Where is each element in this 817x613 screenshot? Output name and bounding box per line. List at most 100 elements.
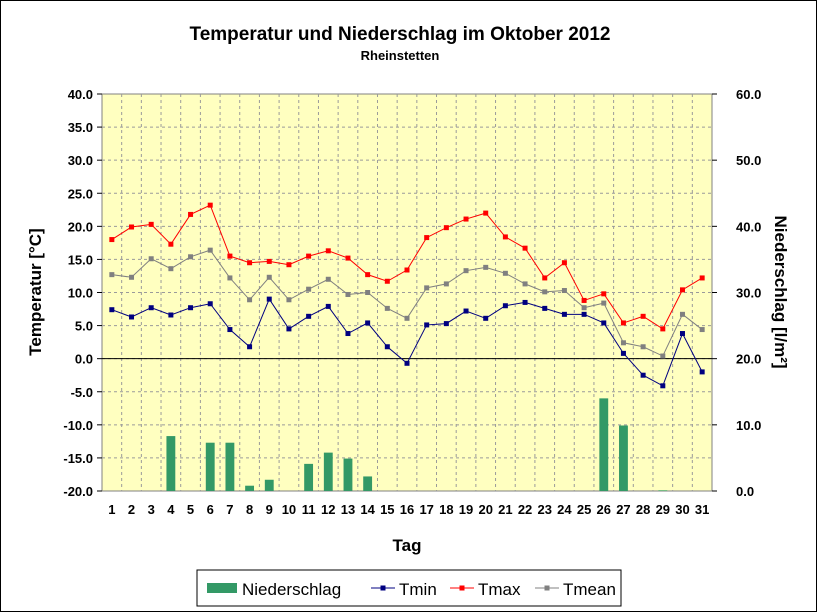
x-tick-label: 8 (246, 502, 253, 517)
tmin-point (247, 344, 253, 350)
tmin-point (168, 312, 174, 318)
x-tick-label: 2 (128, 502, 135, 517)
tmin-point (561, 311, 567, 317)
tmean-point (404, 315, 410, 321)
x-tick-label: 20 (478, 502, 492, 517)
x-tick-label: 23 (538, 502, 552, 517)
tmean-point (561, 288, 567, 294)
tmin-point (620, 350, 626, 356)
tmax-point (384, 278, 390, 284)
tmean-point (620, 340, 626, 346)
tmin-point (306, 313, 312, 319)
left-axis-ticks: 40.0 35.0 30.0 25.0 20.0 15.0 10.0 5.0 0.0 -5.0 -1… (63, 87, 102, 499)
y-left-tick-label: 0.0 (75, 352, 93, 367)
x-tick-label: 1 (108, 502, 115, 517)
tmax-point (109, 237, 115, 243)
y-axis-left-title: Temperatur [°C] (26, 228, 45, 355)
legend-label-niederschlag: Niederschlag (242, 580, 341, 599)
tmin-point (384, 344, 390, 350)
chart-title: Temperatur und Niederschlag im Oktober 2… (190, 24, 611, 45)
niederschlag-bar (225, 442, 235, 491)
tmean-point (325, 276, 331, 282)
x-tick-label: 24 (557, 502, 572, 517)
tmin-point (148, 305, 154, 311)
x-tick-label: 11 (302, 502, 316, 517)
legend-marker-tmax (459, 585, 465, 591)
tmean-point (168, 266, 174, 272)
y-right-tick-label: 50.0 (736, 153, 761, 168)
tmean-point (227, 275, 233, 281)
x-tick-label: 26 (597, 502, 611, 517)
niederschlag-bars (166, 398, 668, 491)
tmax-point (601, 291, 607, 297)
tmin-point (404, 360, 410, 366)
x-tick-label: 27 (616, 502, 630, 517)
tmin-point (640, 372, 646, 378)
niederschlag-bar (264, 479, 274, 491)
tmean-point (483, 264, 489, 270)
tmin-point (286, 326, 292, 332)
legend-label-tmean: Tmean (563, 580, 616, 599)
tmax-point (483, 210, 489, 216)
tmin-point (227, 327, 233, 333)
tmax-point (561, 260, 567, 266)
x-tick-label: 25 (577, 502, 591, 517)
tmean-point (266, 274, 272, 280)
niederschlag-bar (304, 463, 314, 491)
temperature-lines (109, 202, 705, 389)
tmean-point (542, 289, 548, 295)
y-left-tick-label: -15.0 (63, 451, 93, 466)
legend-marker-tmean (544, 585, 550, 591)
niederschlag-bar (658, 490, 668, 491)
tmax-point (522, 245, 528, 251)
tmin-point (581, 311, 587, 317)
tmean-point (188, 254, 194, 260)
y-right-tick-label: 40.0 (736, 219, 761, 234)
x-tick-label: 28 (636, 502, 650, 517)
x-tick-label: 15 (380, 502, 394, 517)
x-axis-title: Tag (393, 536, 422, 555)
x-tick-label: 17 (419, 502, 433, 517)
chart-subtitle: Rheinstetten (361, 48, 440, 63)
x-tick-label: 7 (226, 502, 233, 517)
tmin-point (325, 303, 331, 309)
tmin-point (699, 369, 705, 375)
y-right-tick-label: 10.0 (736, 418, 761, 433)
y-right-tick-label: 20.0 (736, 352, 761, 367)
legend-label-tmax: Tmax (478, 580, 521, 599)
tmin-point (483, 315, 489, 321)
tmax-point (148, 221, 154, 227)
legend-label-tmin: Tmin (399, 580, 437, 599)
x-tick-label: 19 (459, 502, 473, 517)
x-tick-label: 10 (282, 502, 296, 517)
tmax-point (227, 253, 233, 259)
tmax-point (247, 260, 253, 266)
tmax-point (699, 275, 705, 281)
tmin-point (424, 322, 430, 328)
y-left-tick-label: 35.0 (68, 120, 93, 135)
tmax-point (463, 216, 469, 222)
x-tick-label: 16 (400, 502, 414, 517)
tmean-point (384, 305, 390, 311)
tmin-point (679, 331, 685, 337)
tmean-point (365, 290, 371, 295)
x-tick-label: 29 (656, 502, 670, 517)
y-left-tick-label: 30.0 (68, 153, 93, 168)
tmax-point (129, 224, 135, 230)
tmax-point (424, 235, 430, 241)
tmax-point (581, 297, 587, 303)
tmax-point (365, 272, 371, 278)
tmean-point (502, 270, 508, 276)
tmean-point (109, 272, 115, 278)
y-left-tick-label: 25.0 (68, 186, 93, 201)
x-tick-label: 21 (498, 502, 512, 517)
y-left-tick-label: -10.0 (63, 418, 93, 433)
tmin-point (660, 383, 666, 389)
tmax-point (325, 248, 331, 254)
tmean-point (345, 291, 351, 297)
x-tick-label: 3 (148, 502, 155, 517)
tmax-point (404, 267, 410, 273)
tmax-point (286, 262, 292, 268)
